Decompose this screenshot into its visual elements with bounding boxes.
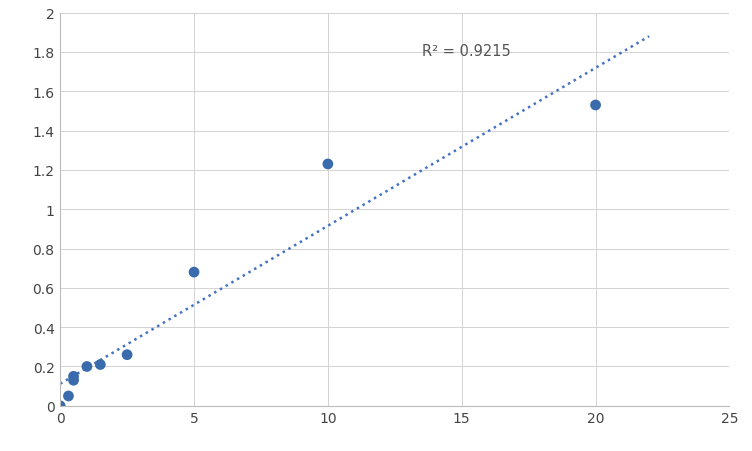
Point — [81, 363, 93, 370]
Point — [68, 377, 80, 384]
Point — [188, 269, 200, 276]
Point — [68, 373, 80, 380]
Text: R² = 0.9215: R² = 0.9215 — [422, 44, 511, 59]
Point — [322, 161, 334, 168]
Point — [94, 361, 106, 368]
Point — [54, 402, 66, 410]
Point — [62, 392, 74, 400]
Point — [121, 351, 133, 359]
Point — [590, 102, 602, 109]
